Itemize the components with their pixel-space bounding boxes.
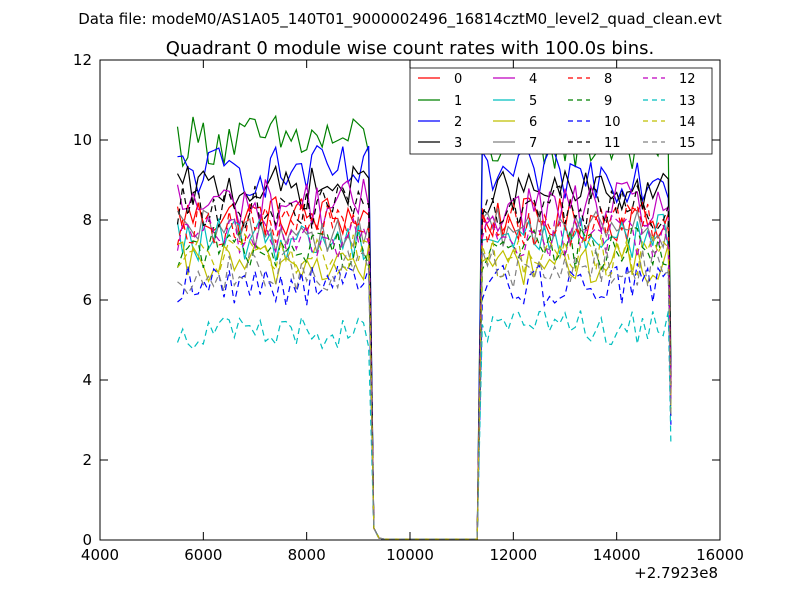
series-line-0 <box>176 195 672 540</box>
series-line-13 <box>176 310 672 540</box>
x-tick-label: 14000 <box>593 546 641 564</box>
y-tick-label: 10 <box>73 131 92 149</box>
legend-label-5: 5 <box>529 94 537 109</box>
series-line-4 <box>176 178 672 540</box>
x-tick-label: 4000 <box>81 546 119 564</box>
y-tick-label: 12 <box>73 51 92 69</box>
chart-title: Quadrant 0 module wise count rates with … <box>166 38 655 59</box>
y-tick-label: 8 <box>82 211 92 229</box>
series-line-15 <box>177 247 672 540</box>
y-tick-label: 2 <box>82 451 92 469</box>
legend-label-14: 14 <box>679 115 696 130</box>
y-tick-label: 4 <box>82 371 92 389</box>
y-tick-label: 0 <box>82 531 92 549</box>
series-line-7 <box>176 208 672 540</box>
series-line-12 <box>176 213 672 540</box>
x-axis-offset-label: +2.7923e8 <box>634 564 718 582</box>
legend-label-10: 10 <box>604 115 621 130</box>
x-tick-label: 8000 <box>288 546 326 564</box>
series-line-5 <box>176 213 672 540</box>
x-axis-ticks: 4000 6000 8000 10000 12000 14000 16000 <box>81 60 744 564</box>
series-line-3 <box>176 164 672 540</box>
legend-label-1: 1 <box>454 94 462 109</box>
legend-frame <box>409 67 713 155</box>
series-line-1 <box>176 114 672 540</box>
legend-label-6: 6 <box>529 115 537 130</box>
series-line-14 <box>177 232 672 540</box>
legend-label-7: 7 <box>529 136 537 151</box>
plot-series-group <box>176 114 672 540</box>
legend-label-15: 15 <box>679 136 696 151</box>
series-line-10 <box>177 263 672 540</box>
series-line-9 <box>176 225 672 540</box>
figure-suptitle: Data file: modeM0/AS1A05_140T01_90000024… <box>78 10 722 29</box>
legend-label-0: 0 <box>454 72 462 87</box>
x-tick-label: 6000 <box>184 546 222 564</box>
legend-label-8: 8 <box>604 72 612 87</box>
x-tick-label: 10000 <box>386 546 434 564</box>
x-tick-label: 16000 <box>696 546 744 564</box>
legend-label-12: 12 <box>679 72 696 87</box>
legend-label-2: 2 <box>454 115 462 130</box>
legend-label-4: 4 <box>529 72 537 87</box>
x-tick-label: 12000 <box>489 546 537 564</box>
series-line-11 <box>176 183 672 540</box>
y-tick-label: 6 <box>82 291 92 309</box>
legend-label-9: 9 <box>604 94 612 109</box>
legend-label-11: 11 <box>604 136 621 151</box>
legend-label-3: 3 <box>454 136 462 151</box>
legend-label-13: 13 <box>679 94 696 109</box>
